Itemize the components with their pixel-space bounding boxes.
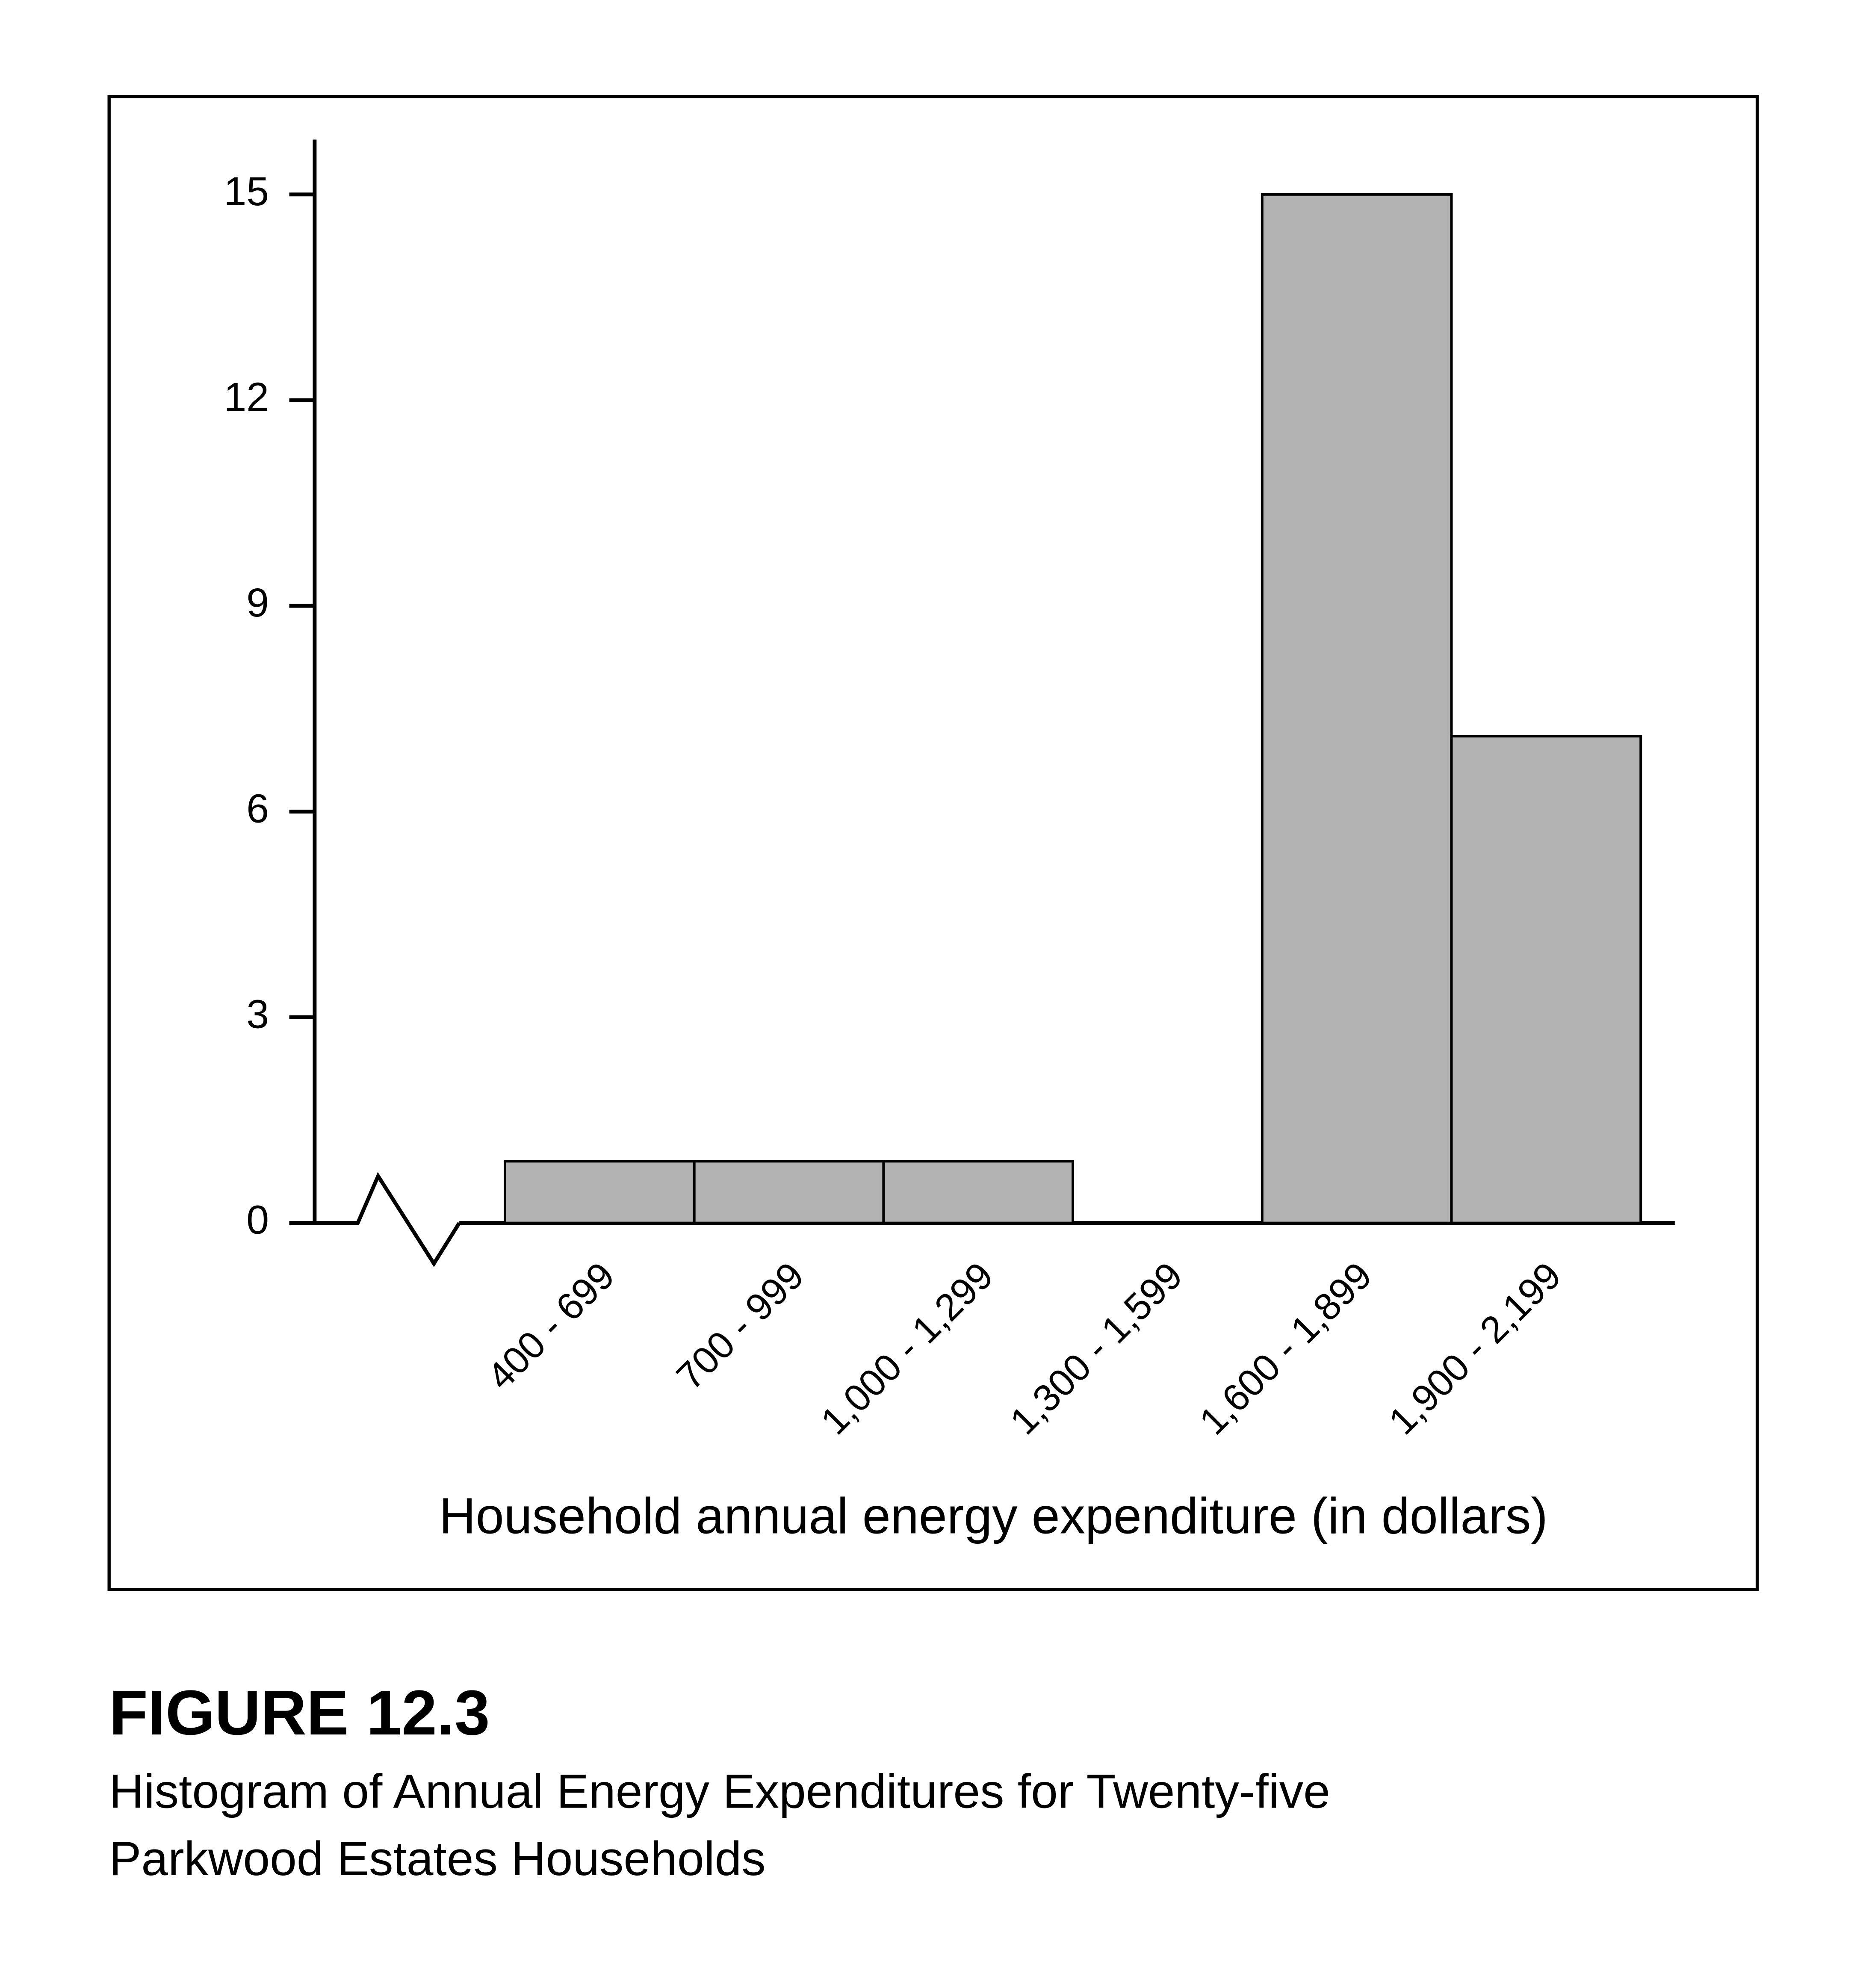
chart-frame (107, 94, 1759, 1591)
x-axis-label: Household annual energy expenditure (in … (439, 1488, 1548, 1544)
x-tick-label: 1,600 - 1,899 (1191, 1254, 1380, 1443)
y-tick-label: 9 (246, 580, 269, 625)
y-tick-label: 6 (246, 786, 269, 831)
y-tick-label: 3 (246, 992, 269, 1037)
figure-label: FIGURE 12.3 (109, 1678, 490, 1748)
bar (693, 1160, 885, 1224)
bar (1450, 734, 1642, 1224)
caption-line: Parkwood Estates Households (109, 1832, 766, 1885)
x-tick-label: 1,900 - 2,199 (1380, 1254, 1569, 1443)
x-tick-label: 1,300 - 1,599 (1002, 1254, 1191, 1443)
bar (1261, 193, 1453, 1224)
y-tick-label: 15 (224, 169, 269, 214)
x-tick-label: 700 - 999 (668, 1254, 812, 1398)
bar (882, 1160, 1075, 1224)
y-tick-label: 0 (246, 1198, 269, 1243)
axis-break (289, 1172, 461, 1267)
bar (504, 1160, 696, 1224)
x-tick-label: 400 - 699 (478, 1254, 623, 1398)
x-tick-label: 1,000 - 1,299 (812, 1254, 1001, 1443)
y-tick-label: 12 (224, 375, 269, 420)
caption-line: Histogram of Annual Energy Expenditures … (109, 1764, 1330, 1818)
